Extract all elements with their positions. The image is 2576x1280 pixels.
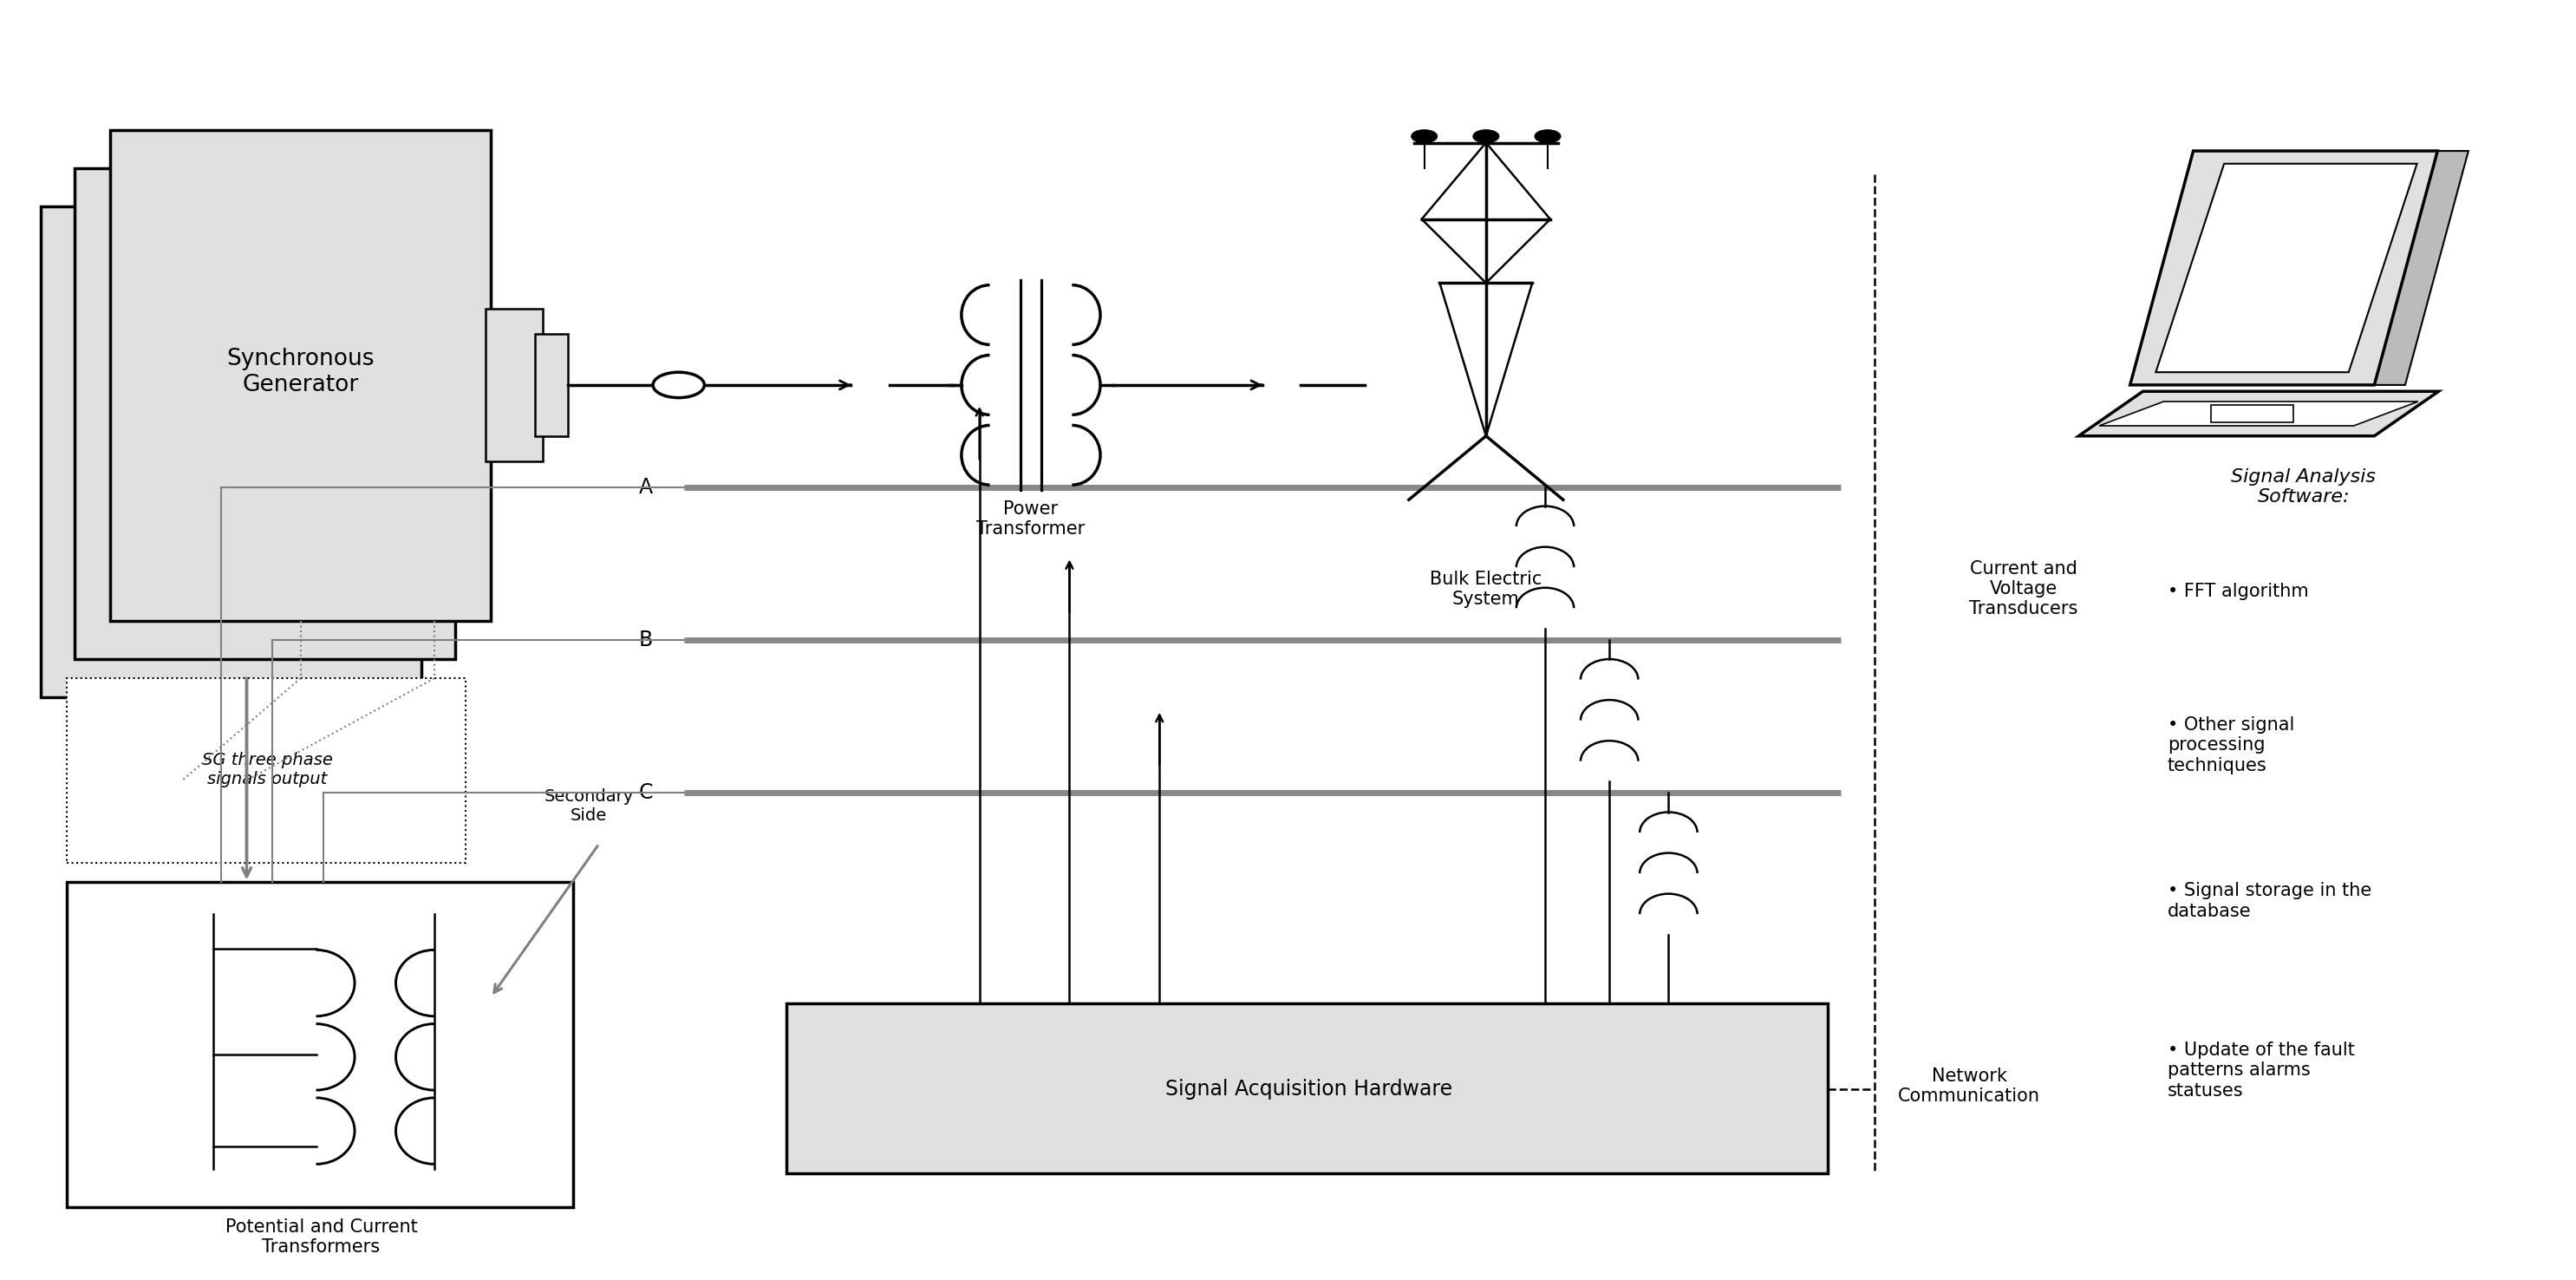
Polygon shape <box>2375 151 2468 385</box>
Circle shape <box>1412 131 1437 142</box>
FancyBboxPatch shape <box>111 131 492 621</box>
Text: B: B <box>639 630 652 650</box>
FancyBboxPatch shape <box>487 308 544 462</box>
Text: Signal Analysis
Software:: Signal Analysis Software: <box>2231 468 2375 506</box>
Text: Current and
Voltage
Transducers: Current and Voltage Transducers <box>1971 561 2079 618</box>
Text: • Other signal
processing
techniques: • Other signal processing techniques <box>2166 717 2295 774</box>
Text: Potential and Current
Transformers: Potential and Current Transformers <box>224 1219 417 1256</box>
Text: • FFT algorithm: • FFT algorithm <box>2166 582 2308 600</box>
Text: Power
Transformer: Power Transformer <box>976 500 1084 538</box>
Text: A: A <box>639 476 652 498</box>
Circle shape <box>1473 131 1499 142</box>
Polygon shape <box>2156 164 2416 372</box>
Text: Network
Communication: Network Communication <box>1899 1068 2040 1105</box>
Circle shape <box>1535 131 1561 142</box>
FancyBboxPatch shape <box>2210 404 2293 422</box>
Polygon shape <box>2079 392 2439 436</box>
Text: Signal Acquisition Hardware: Signal Acquisition Hardware <box>1164 1079 1453 1100</box>
FancyBboxPatch shape <box>67 882 574 1207</box>
FancyBboxPatch shape <box>75 168 456 659</box>
Text: Bulk Electric
System: Bulk Electric System <box>1430 571 1543 608</box>
FancyBboxPatch shape <box>41 206 422 698</box>
Text: Synchronous
Generator: Synchronous Generator <box>227 348 374 397</box>
Circle shape <box>652 372 703 398</box>
Text: Secondary
Side: Secondary Side <box>544 788 634 823</box>
Text: SG three phase
signals output: SG three phase signals output <box>201 753 332 788</box>
FancyBboxPatch shape <box>536 334 569 436</box>
Text: C: C <box>639 782 652 804</box>
Text: • Update of the fault
patterns alarms
statuses: • Update of the fault patterns alarms st… <box>2166 1042 2354 1100</box>
Polygon shape <box>2099 402 2419 426</box>
FancyBboxPatch shape <box>786 1004 1829 1172</box>
Polygon shape <box>2130 151 2437 385</box>
Text: • Signal storage in the
database: • Signal storage in the database <box>2166 882 2372 920</box>
FancyBboxPatch shape <box>67 678 466 863</box>
